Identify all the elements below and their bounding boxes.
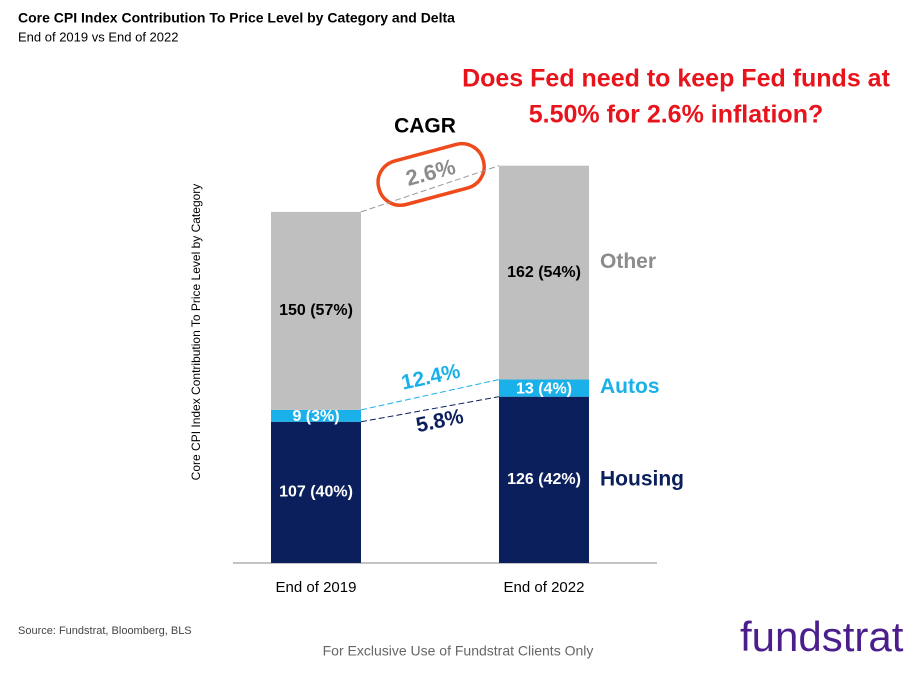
series-label: Autos <box>600 375 660 398</box>
value-label: 150 (57%) <box>279 302 353 319</box>
connector <box>360 396 500 423</box>
value-label: 9 (3%) <box>292 408 339 425</box>
series-label: Housing <box>600 467 684 490</box>
chart-subtitle: End of 2019 vs End of 2022 <box>18 29 178 44</box>
x-tick-label: End of 2019 <box>276 579 357 596</box>
cagr-title: CAGR <box>394 115 456 138</box>
footer: For Exclusive Use of Fundstrat Clients O… <box>323 643 594 659</box>
value-label: 107 (40%) <box>279 484 353 501</box>
logo: fundstrat <box>740 613 904 660</box>
value-label: 13 (4%) <box>516 380 572 397</box>
connector <box>360 379 500 411</box>
cagr-total: 2.6% <box>403 154 458 191</box>
source: Source: Fundstrat, Bloomberg, BLS <box>18 625 192 637</box>
x-tick-label: End of 2022 <box>504 579 585 596</box>
question-line: Does Fed need to keep Fed funds at <box>462 65 891 93</box>
chart-title: Core CPI Index Contribution To Price Lev… <box>18 10 455 26</box>
bar-segment <box>271 421 361 563</box>
highlight-ring <box>376 141 486 207</box>
bar-segment <box>499 396 589 563</box>
bar-segment <box>271 409 361 422</box>
value-label: 162 (54%) <box>507 264 581 281</box>
bar-segment <box>499 165 589 380</box>
series-label: Other <box>600 250 656 273</box>
bar-segment <box>499 379 589 397</box>
cagr-housing: 5.8% <box>414 405 466 438</box>
bar-segment <box>271 211 361 410</box>
value-label: 126 (42%) <box>507 471 581 488</box>
y-axis-label: Core CPI Index Contribution To Price Lev… <box>189 184 203 481</box>
question-line: 5.50% for 2.6% inflation? <box>529 101 824 129</box>
connector <box>360 165 500 213</box>
